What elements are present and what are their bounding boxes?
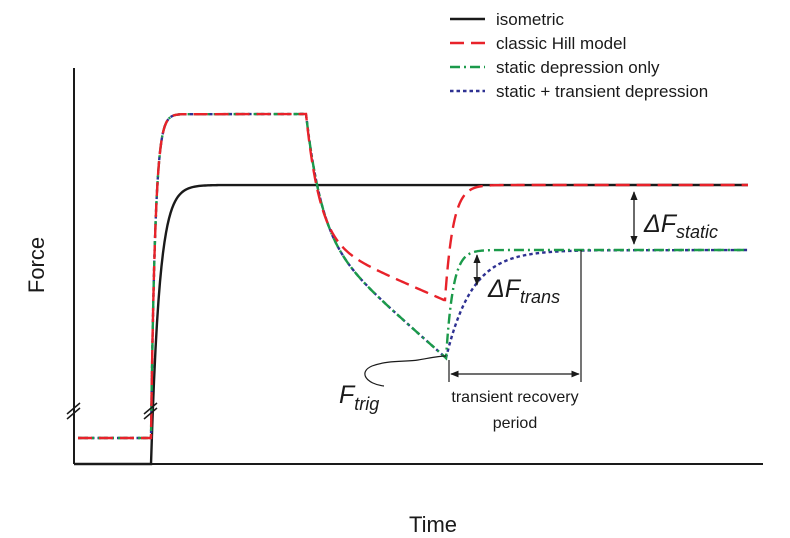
delta-static-annotation: ΔFstatic	[630, 191, 718, 245]
f-trig-label: Ftrig	[339, 381, 379, 414]
recovery-period-label-line1: transient recovery	[451, 389, 578, 406]
axis-break-left-2	[66, 407, 81, 420]
series-isometric-line	[74, 183, 749, 466]
series-static-depression-line	[78, 112, 748, 440]
recovery-period-label-line2: period	[493, 415, 537, 432]
f-trig-annotation: Ftrig	[339, 355, 447, 414]
axis-break-right-2	[143, 407, 158, 420]
series-static-transient-depression-line	[78, 112, 749, 440]
legend: isometric classic Hill model static depres…	[450, 10, 708, 101]
legend-label: classic Hill model	[496, 34, 626, 53]
axis-break-marks	[66, 402, 158, 420]
delta-trans-annotation: ΔFtrans	[473, 254, 560, 307]
axes	[73, 68, 763, 465]
legend-label: isometric	[496, 10, 565, 29]
legend-label: static + transient depression	[496, 82, 708, 101]
legend-item: isometric	[450, 10, 565, 29]
legend-item: static + transient depression	[450, 82, 708, 101]
legend-item: static depression only	[450, 58, 660, 77]
series-curves	[74, 112, 749, 466]
y-axis-title: Force	[24, 237, 49, 293]
f-trig-pointer	[364, 355, 447, 387]
legend-item: classic Hill model	[450, 34, 626, 53]
series-classic-hill-line	[78, 112, 749, 440]
legend-label: static depression only	[496, 58, 660, 77]
recovery-period-annotation: transient recovery period	[448, 250, 582, 432]
delta-trans-label: ΔFtrans	[487, 275, 560, 307]
axis-break-right-1	[143, 402, 158, 415]
delta-static-label: ΔFstatic	[643, 210, 718, 242]
axis-break-left-1	[66, 402, 81, 415]
x-axis-title: Time	[409, 512, 457, 537]
